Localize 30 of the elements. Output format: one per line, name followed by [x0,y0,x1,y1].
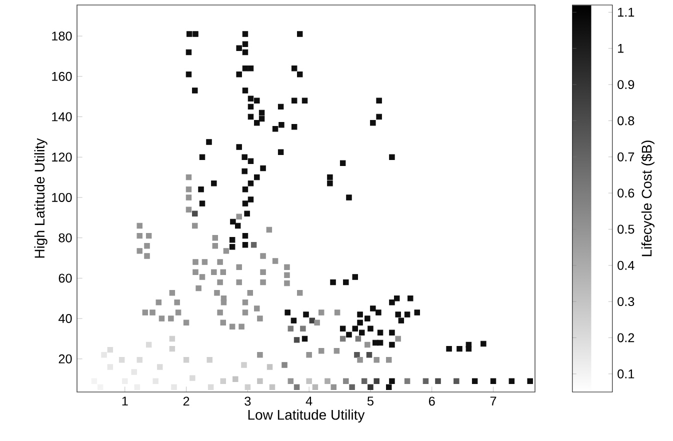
y-tick-label: 160 [52,72,72,81]
y-tick-label: 40 [58,314,72,324]
color-bar-label: 0.8 [618,116,634,126]
x-tick-label: 2 [183,396,190,406]
y-tick-label: 60 [58,274,72,283]
color-bar-label: 1 [618,44,624,53]
color-bar-label: 1.1 [618,8,634,17]
y-axis-title: High Latitude Utility [34,138,48,258]
color-bar-label: 0.6 [618,188,634,198]
color-bar-label: 0.2 [618,333,634,342]
y-tick-label: 140 [52,112,72,122]
x-axis-title: Low Latitude Utility [248,409,365,423]
x-tick-label: 6 [428,396,435,406]
color-bar-label: 0.3 [618,297,634,306]
y-tick-label: 120 [52,152,72,162]
x-tick-label: 4 [306,396,312,406]
color-bar-label: 0.4 [618,260,634,270]
color-bar-label: 0.1 [618,369,634,378]
x-tick-label: 5 [367,396,374,406]
color-bar-label: 0.7 [618,152,634,162]
x-tick-label: 7 [490,396,496,406]
y-tick-label: 100 [52,192,72,202]
color-bar-label: 0.9 [618,80,634,90]
color-bar-label: 0.5 [618,224,634,234]
color-bar-title: Lifecycle Cost ($B) [641,140,654,256]
x-tick-label: 1 [122,396,128,406]
y-tick-label: 180 [52,32,72,41]
y-tick-label: 20 [58,354,72,364]
y-tick-label: 80 [58,233,72,242]
x-tick-label: 3 [244,396,251,406]
